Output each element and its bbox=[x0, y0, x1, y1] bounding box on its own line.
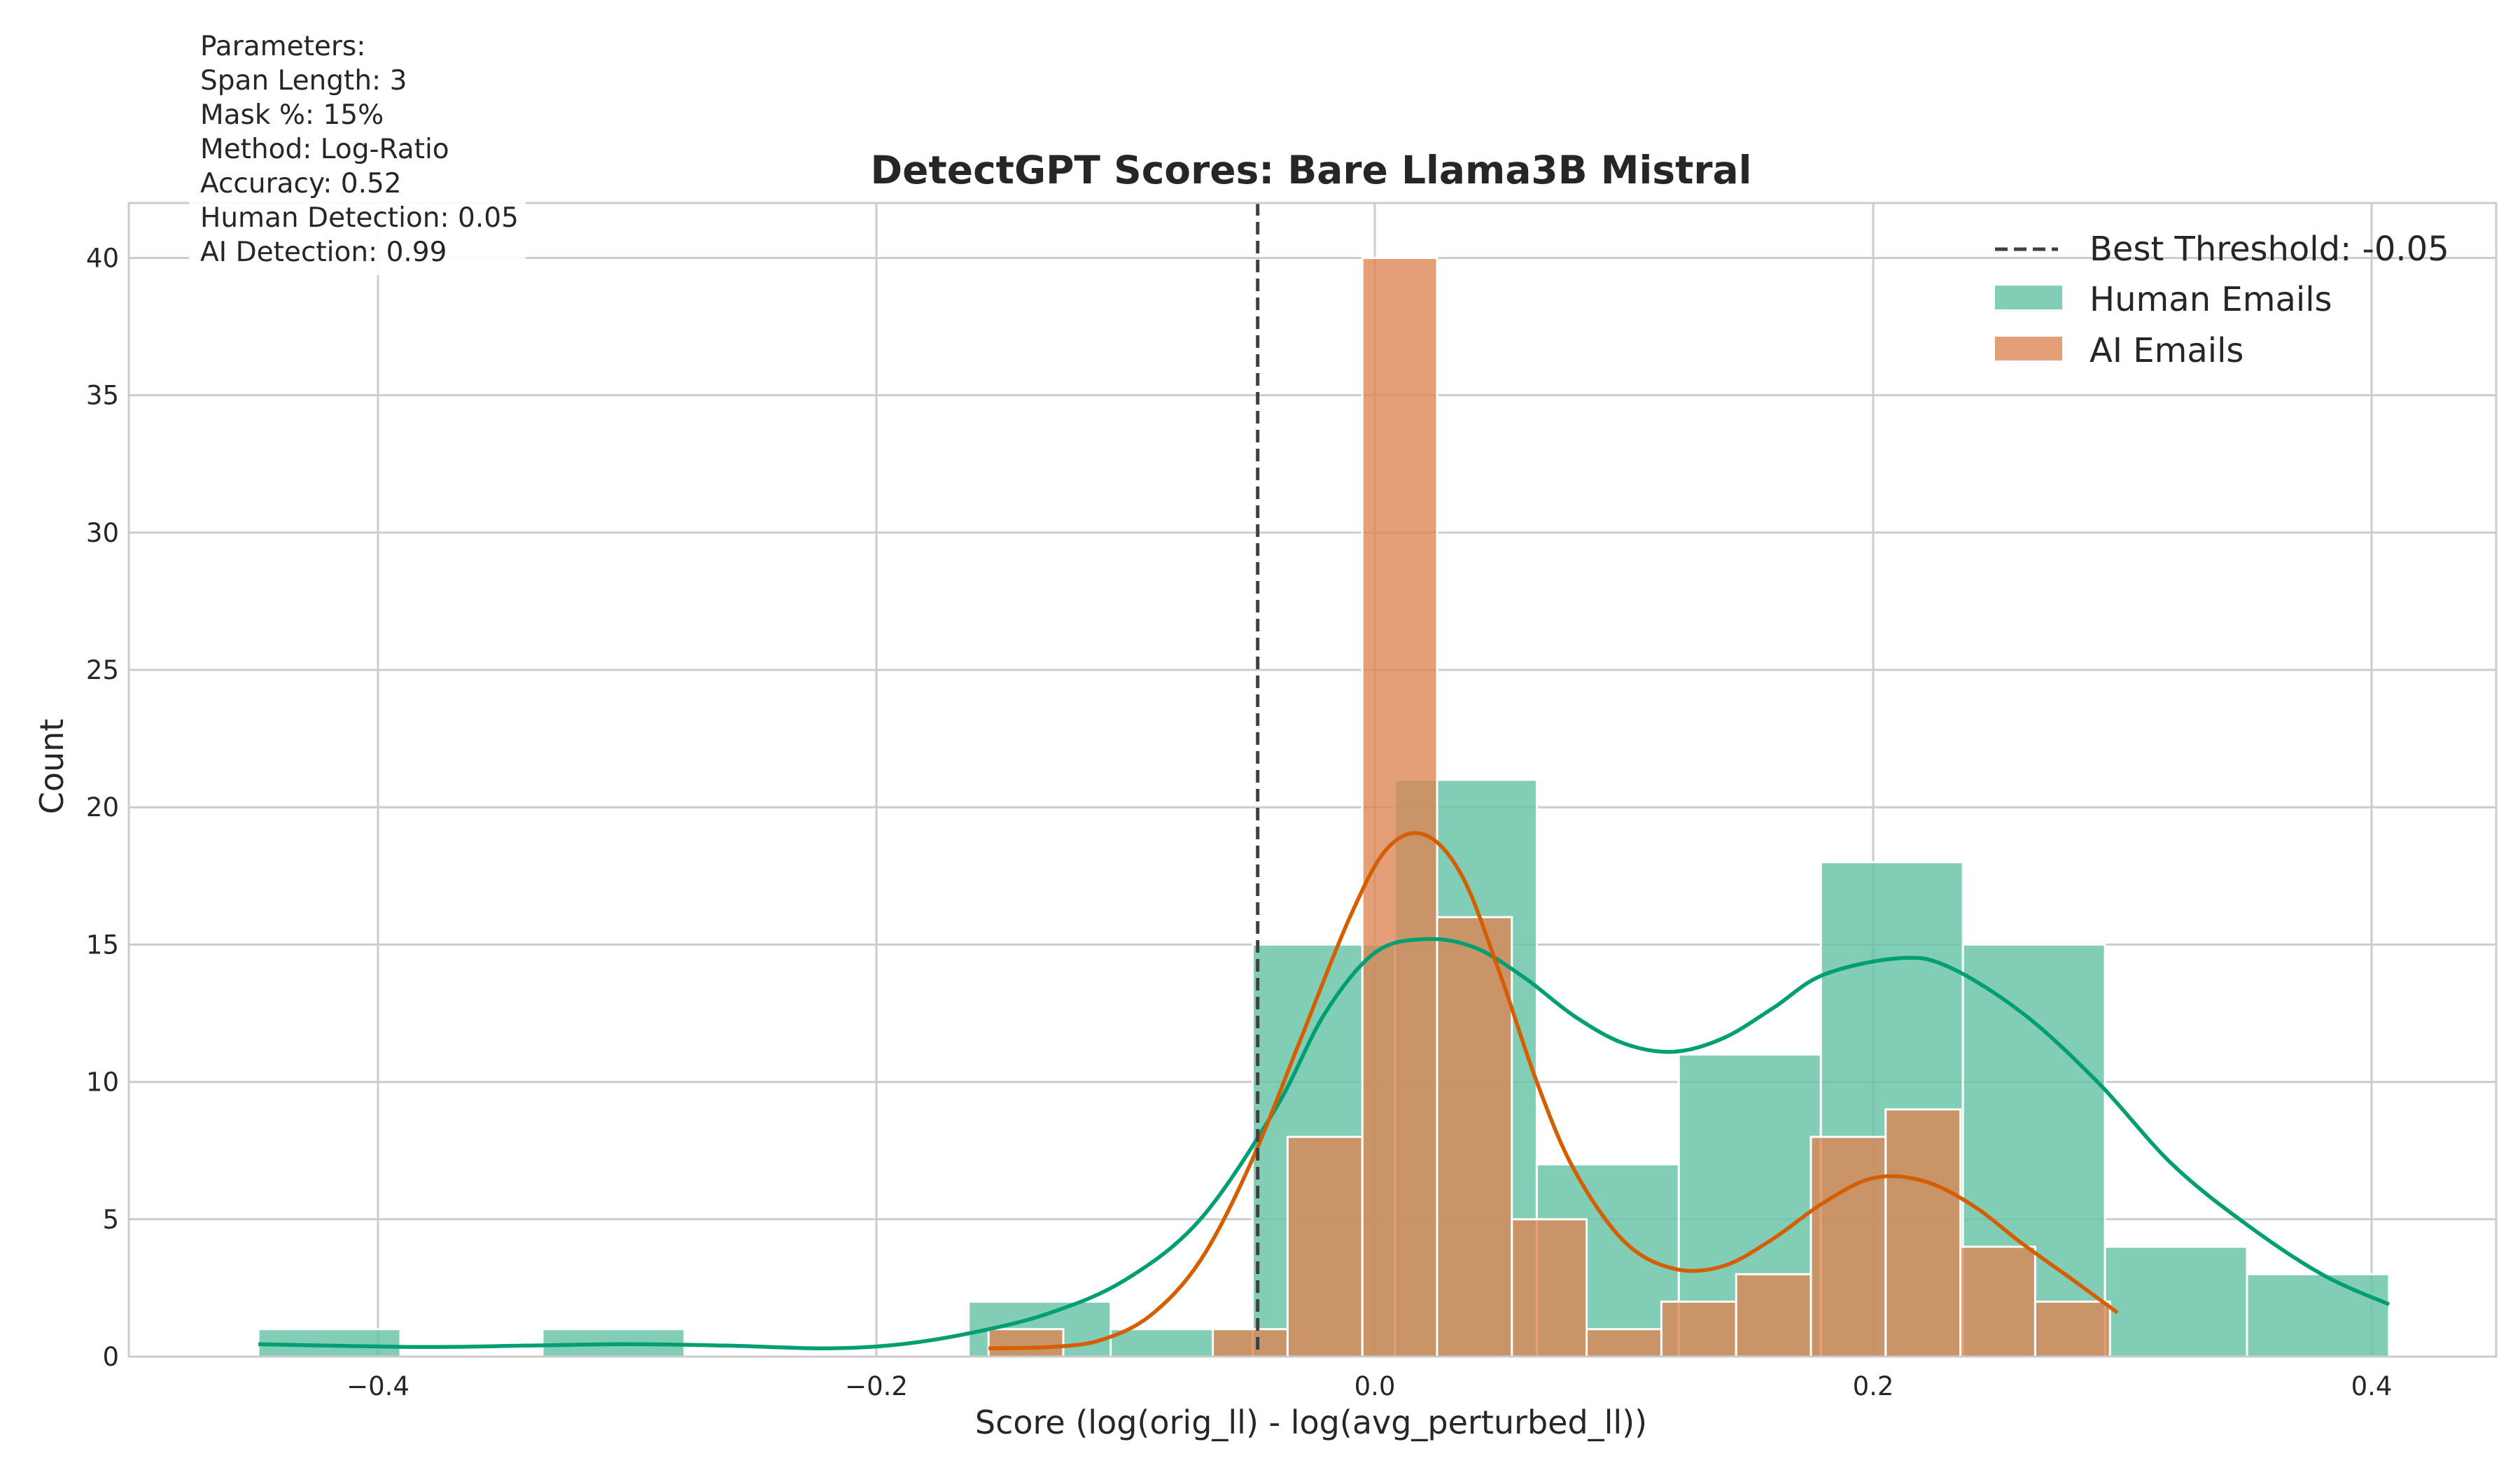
ai-bar-0 bbox=[987, 1328, 1065, 1358]
ai-bar-3 bbox=[1361, 256, 1438, 1358]
x-tick-label-3: 0.2 bbox=[1853, 1371, 1894, 1401]
y-tick-label-2: 10 bbox=[86, 1068, 119, 1098]
param-method: Method: Log-Ratio bbox=[200, 134, 449, 165]
y-tick-label-8: 40 bbox=[86, 243, 119, 273]
ai-bar-8 bbox=[1735, 1273, 1812, 1358]
human-bar-11 bbox=[2246, 1273, 2390, 1358]
ai-kde-curve bbox=[988, 831, 2119, 1350]
y-tick-label-6: 30 bbox=[86, 518, 119, 548]
ai-emails-bars bbox=[987, 256, 2111, 1358]
x-tick-label-0: −0.4 bbox=[346, 1371, 410, 1401]
y-axis-label: Count bbox=[33, 719, 71, 815]
legend-ai-swatch bbox=[1995, 337, 2062, 360]
y-tick-label-0: 0 bbox=[102, 1342, 119, 1372]
y-tick-label-5: 25 bbox=[86, 655, 119, 685]
ai-bar-2 bbox=[1286, 1135, 1364, 1358]
ai-bar-10 bbox=[1884, 1108, 1962, 1358]
param-span-length: Span Length: 3 bbox=[200, 65, 407, 97]
ai-bar-6 bbox=[1586, 1328, 1662, 1358]
ai-bar-9 bbox=[1809, 1135, 1887, 1358]
kde-curves bbox=[258, 831, 2390, 1350]
legend-ai-label: AI Emails bbox=[2090, 331, 2244, 370]
legend: Best Threshold: -0.05 Human Emails AI Em… bbox=[1995, 230, 2449, 370]
plot-frame bbox=[127, 202, 2498, 1358]
x-tick-label-4: 0.4 bbox=[2351, 1371, 2393, 1401]
y-tick-label-7: 35 bbox=[86, 381, 119, 411]
axes bbox=[127, 202, 2498, 1358]
tick-labels: −0.4 −0.2 0.0 0.2 0.4 0 5 10 15 20 25 30 35 40 bbox=[86, 243, 2393, 1401]
ai-bar-5 bbox=[1511, 1218, 1588, 1358]
legend-threshold-label: Best Threshold: -0.05 bbox=[2090, 230, 2449, 269]
human-bar-10 bbox=[2104, 1245, 2248, 1358]
ai-bar-4 bbox=[1436, 916, 1513, 1358]
ai-bar-7 bbox=[1660, 1301, 1737, 1358]
ai-bar-1 bbox=[1212, 1328, 1289, 1358]
x-axis-label: Score (log(orig_ll) - log(avg_perturbed_… bbox=[975, 1404, 1647, 1441]
human-kde-curve bbox=[258, 937, 2390, 1350]
ai-bar-11 bbox=[1959, 1245, 2036, 1358]
y-tick-label-4: 20 bbox=[86, 792, 119, 822]
legend-human-swatch bbox=[1995, 286, 2062, 309]
param-accuracy: Accuracy: 0.52 bbox=[200, 168, 402, 200]
y-tick-label-1: 5 bbox=[102, 1205, 119, 1235]
param-mask: Mask %: 15% bbox=[200, 99, 384, 131]
param-human-detection: Human Detection: 0.05 bbox=[200, 202, 519, 234]
x-tick-label-2: 0.0 bbox=[1354, 1371, 1396, 1401]
x-tick-label-1: −0.2 bbox=[845, 1371, 908, 1401]
param-ai-detection: AI Detection: 0.99 bbox=[200, 237, 447, 268]
ai-bar-12 bbox=[2033, 1301, 2111, 1358]
param-heading: Parameters: bbox=[200, 31, 366, 62]
parameters-annotation: Parameters: Span Length: 3 Mask %: 15% M… bbox=[189, 27, 526, 275]
y-tick-label-3: 15 bbox=[86, 930, 119, 960]
legend-human-label: Human Emails bbox=[2090, 280, 2332, 319]
chart-title: DetectGPT Scores: Bare Llama3B Mistral bbox=[871, 148, 1752, 192]
